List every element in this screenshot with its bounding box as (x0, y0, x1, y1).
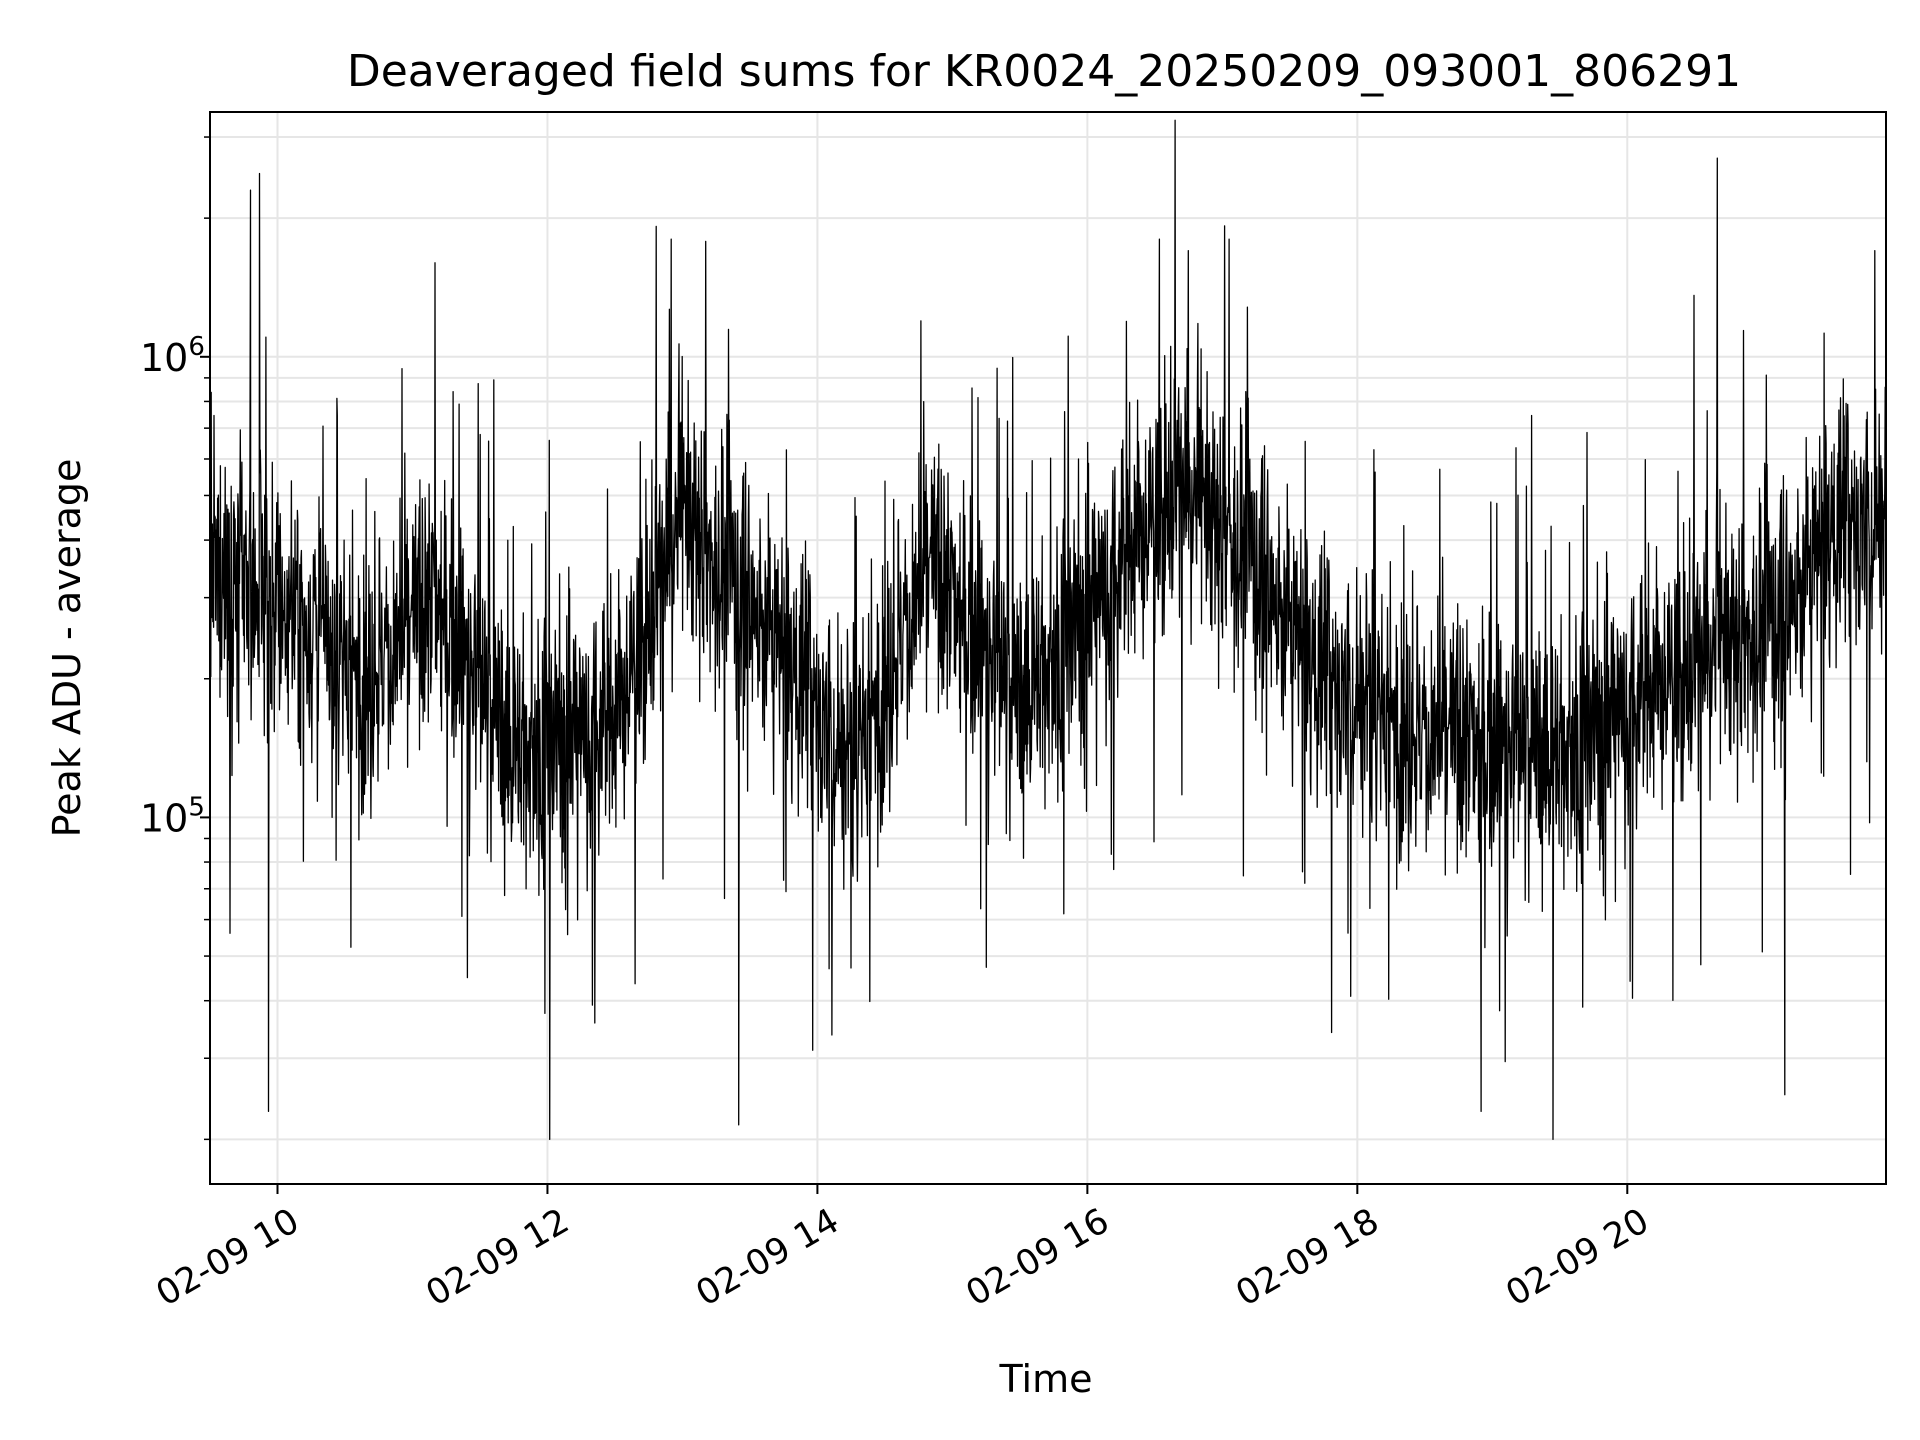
y-tick-exponent: 5 (188, 792, 205, 822)
series-group (210, 119, 1886, 1141)
y-tick-exponent: 6 (188, 332, 205, 362)
x-axis-label: Time (999, 1357, 1093, 1401)
chart-title: Deaveraged field sums for KR0024_2025020… (347, 46, 1741, 97)
plot-area (210, 119, 1886, 1141)
y-axis-label: Peak ADU - average (45, 459, 89, 838)
plot-frame (209, 111, 1887, 1185)
series-line (210, 119, 1886, 1141)
